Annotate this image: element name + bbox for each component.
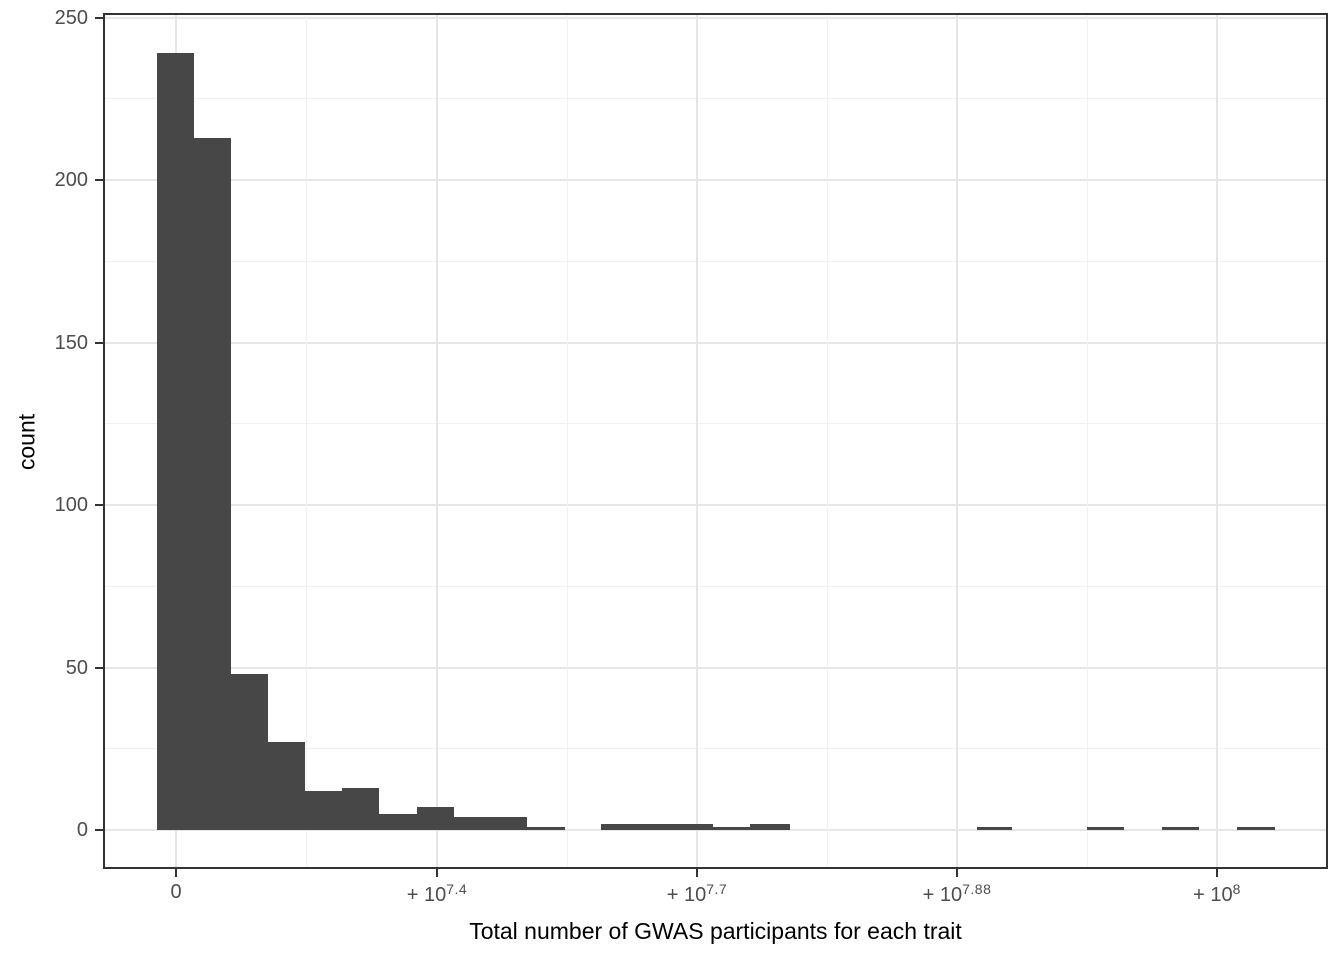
y-tick-label: 250 bbox=[54, 6, 88, 29]
histogram-bar bbox=[1162, 826, 1199, 830]
y-minor-gridline bbox=[103, 98, 1328, 100]
y-tick-mark bbox=[95, 504, 103, 506]
y-tick-label: 200 bbox=[54, 169, 88, 191]
y-tick-mark bbox=[95, 829, 103, 831]
x-tick-label: 0 bbox=[170, 882, 181, 902]
histogram-bar bbox=[157, 53, 194, 830]
x-tick-label-exponent: 7.88 bbox=[962, 881, 992, 897]
x-minor-gridline bbox=[567, 13, 568, 869]
histogram-bar bbox=[675, 823, 713, 830]
y-major-gridline bbox=[103, 179, 1328, 181]
x-tick-label: + 108 bbox=[1193, 882, 1241, 905]
plot-panel bbox=[103, 13, 1328, 869]
x-tick-label-exponent: 8 bbox=[1232, 881, 1241, 897]
histogram-bar bbox=[713, 826, 750, 830]
histogram-bar bbox=[379, 813, 417, 830]
x-tick-label-base: + 10 bbox=[406, 884, 447, 906]
histogram-bar bbox=[454, 817, 490, 830]
y-major-gridline bbox=[103, 829, 1328, 831]
x-tick-mark bbox=[1216, 869, 1218, 877]
x-tick-label: + 107.7 bbox=[667, 882, 727, 905]
histogram-bar bbox=[305, 791, 342, 830]
y-major-gridline bbox=[103, 16, 1328, 19]
x-tick-label-exponent: 7.4 bbox=[446, 881, 468, 897]
x-axis-title: Total number of GWAS participants for ea… bbox=[469, 918, 962, 944]
histogram-bar bbox=[490, 817, 527, 830]
histogram-bar bbox=[977, 826, 1012, 830]
y-major-gridline bbox=[103, 341, 1328, 344]
histogram-bar bbox=[527, 826, 565, 830]
x-tick-label-exponent: 7.7 bbox=[706, 881, 728, 897]
y-tick-mark bbox=[95, 179, 103, 181]
y-minor-gridline bbox=[103, 748, 1328, 750]
histogram-bar bbox=[194, 137, 231, 830]
x-major-gridline bbox=[436, 13, 438, 869]
histogram-bar bbox=[231, 674, 268, 830]
histogram-bar bbox=[342, 787, 379, 830]
x-tick-label-base: + 10 bbox=[666, 884, 707, 906]
y-major-gridline bbox=[103, 666, 1328, 669]
x-minor-gridline bbox=[306, 13, 307, 869]
x-minor-gridline bbox=[1087, 13, 1088, 869]
histogram-bar bbox=[750, 823, 790, 830]
y-tick-mark bbox=[95, 16, 103, 19]
y-major-gridline bbox=[103, 504, 1328, 506]
y-minor-gridline bbox=[103, 423, 1328, 425]
histogram-bar bbox=[638, 823, 675, 830]
y-tick-label: 150 bbox=[54, 331, 88, 354]
x-tick-label: + 107.4 bbox=[407, 882, 467, 905]
y-tick-label: 50 bbox=[65, 656, 88, 679]
histogram-bar bbox=[268, 742, 305, 830]
y-minor-gridline bbox=[103, 585, 1328, 587]
x-tick-mark bbox=[696, 869, 698, 877]
histogram-bar bbox=[1087, 826, 1124, 830]
x-tick-mark bbox=[436, 869, 438, 877]
y-axis-title-text: count bbox=[13, 413, 40, 471]
y-tick-label: 100 bbox=[54, 494, 88, 516]
x-tick-mark bbox=[175, 869, 177, 877]
x-minor-gridline bbox=[827, 13, 828, 869]
histogram-bar bbox=[1237, 826, 1275, 830]
x-tick-mark bbox=[956, 869, 958, 877]
x-major-gridline bbox=[1216, 13, 1218, 869]
x-tick-label-base: + 10 bbox=[1193, 884, 1233, 906]
x-major-gridline bbox=[696, 13, 698, 869]
y-minor-gridline bbox=[103, 260, 1328, 262]
histogram-bar bbox=[417, 807, 454, 830]
histogram-bar bbox=[601, 823, 638, 830]
x-tick-label-base: 0 bbox=[170, 881, 182, 903]
x-tick-label-base: + 10 bbox=[922, 884, 963, 906]
y-tick-label: 0 bbox=[76, 819, 88, 841]
x-major-gridline bbox=[956, 13, 958, 869]
y-tick-mark bbox=[95, 666, 103, 669]
x-tick-label: + 107.88 bbox=[923, 882, 992, 905]
y-tick-mark bbox=[95, 341, 103, 344]
